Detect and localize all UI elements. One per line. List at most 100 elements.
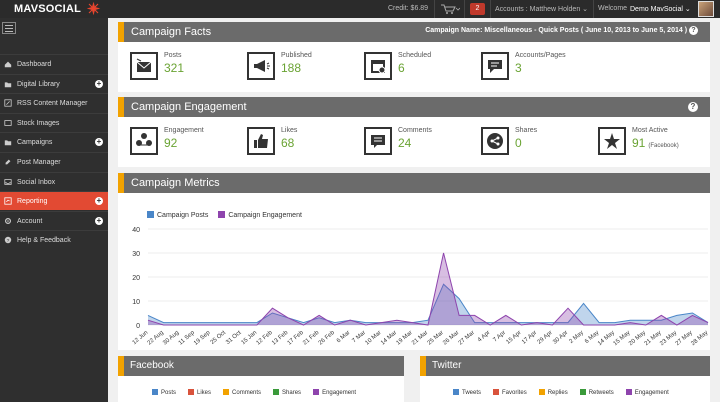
sidebar-item-dashboard[interactable]: Dashboard xyxy=(0,54,108,73)
help-icon: ? xyxy=(4,237,12,244)
legend-item[interactable]: Engagement xyxy=(313,389,356,396)
sidebar-item-digital-library[interactable]: Digital Library + xyxy=(0,73,108,93)
divider xyxy=(490,0,491,18)
sidebar-item-label: Stock Images xyxy=(17,119,60,127)
svg-text:?: ? xyxy=(7,238,10,244)
chevron-down-icon: ⌄ xyxy=(582,6,589,13)
stat-number: 321 xyxy=(164,61,185,75)
x-tick-label: 15 Apr xyxy=(505,330,522,346)
sidebar-item-account[interactable]: Account + xyxy=(0,210,108,230)
x-tick-label: 17 Apr xyxy=(521,330,538,346)
plus-icon[interactable]: + xyxy=(95,215,103,225)
legend-swatch xyxy=(313,389,320,395)
help-icon[interactable]: ? xyxy=(689,26,698,35)
x-tick-label: 19 Mar xyxy=(396,330,414,347)
legend-item[interactable]: Campaign Posts xyxy=(147,211,209,219)
legend-item[interactable]: Comments xyxy=(223,389,261,396)
legend-item[interactable]: Replies xyxy=(538,389,568,396)
sidebar-item-label: Digital Library xyxy=(17,80,60,88)
x-tick-label: 12 Feb xyxy=(256,330,275,347)
stat-icon-box xyxy=(364,52,392,80)
stat-number: 6 xyxy=(398,61,405,75)
rss-icon xyxy=(4,99,12,107)
stat-label: Published xyxy=(281,52,312,59)
campaign-facts-body: Posts 321 Published 188 Scheduled 6 Accounts/P… xyxy=(118,42,710,92)
twitter-panel-body xyxy=(420,376,710,402)
stat-icon-box xyxy=(481,52,509,80)
legend-swatch xyxy=(579,389,586,395)
accounts-dropdown[interactable]: Accounts : Matthew Holden ⌄ xyxy=(495,5,588,13)
sidebar-item-label: Reporting xyxy=(17,198,48,206)
stat-label: Comments xyxy=(398,127,432,134)
stat-number: 68 xyxy=(281,136,295,150)
header-accent xyxy=(118,97,124,117)
x-tick-label: 27 Mar xyxy=(458,330,476,347)
y-tick-label: 30 xyxy=(132,251,140,258)
chart-legend: Campaign Posts Campaign Engagement xyxy=(147,211,312,219)
legend-item[interactable]: Favorites xyxy=(493,389,527,396)
x-tick-label: 10 Mar xyxy=(364,330,382,347)
facebook-panel-header: Facebook xyxy=(118,356,404,376)
twitter-panel-header: Twitter xyxy=(420,356,710,376)
sidebar-item-rss-content-manager[interactable]: RSS Content Manager xyxy=(0,93,108,112)
plus-icon[interactable]: + xyxy=(95,196,103,206)
menu-toggle-icon[interactable] xyxy=(2,22,16,34)
legend-item[interactable]: Shares xyxy=(273,389,301,396)
user-dropdown[interactable]: Demo MavSocial ⌄ xyxy=(630,5,691,13)
logo[interactable]: MAVSOCIAL xyxy=(14,3,81,15)
plus-icon[interactable]: + xyxy=(95,137,103,147)
help-icon[interactable]: ? xyxy=(688,102,698,112)
stat-subtext: (Facebook) xyxy=(648,143,679,149)
cart-icon[interactable] xyxy=(440,4,460,14)
campaign-facts-header: Campaign Facts Campaign Name: Miscellane… xyxy=(118,22,710,42)
facebook-panel-title: Facebook xyxy=(130,360,174,371)
sidebar-item-post-manager[interactable]: Post Manager xyxy=(0,152,108,171)
legend-item[interactable]: Engagement xyxy=(625,389,669,396)
campaign-name-text: Campaign Name: Miscellaneous - Quick Pos… xyxy=(425,27,688,34)
sidebar-item-label: Post Manager xyxy=(17,159,61,166)
sidebar-item-label: Account xyxy=(17,217,43,225)
series-line-1 xyxy=(147,252,709,326)
home-icon xyxy=(4,61,12,68)
twitter-panel-title: Twitter xyxy=(432,360,462,371)
legend-label: Replies xyxy=(547,390,568,396)
x-tick-label: 13 Feb xyxy=(271,330,290,347)
legend-swatch xyxy=(538,389,545,395)
welcome-label: Welcome xyxy=(598,5,628,12)
legend-item[interactable]: Retweets xyxy=(579,389,614,396)
stat-icon-box xyxy=(130,127,158,155)
divider xyxy=(434,0,435,18)
facebook-panel-body xyxy=(118,376,404,402)
legend-swatch xyxy=(152,389,158,395)
plus-icon[interactable]: + xyxy=(95,78,103,88)
stat-number: 3 xyxy=(515,61,522,75)
stat-posts: Posts 321 xyxy=(118,49,228,85)
chat-icon xyxy=(488,60,502,73)
header-accent xyxy=(118,356,124,376)
legend-item[interactable]: Likes xyxy=(188,389,212,396)
legend-label: Retweets xyxy=(588,390,614,396)
x-tick-label: 21 Feb xyxy=(302,330,321,347)
legend-swatch xyxy=(453,389,459,395)
sidebar-item-social-inbox[interactable]: Social Inbox xyxy=(0,171,108,191)
notification-badge[interactable]: 2 xyxy=(470,3,485,15)
legend-label: Campaign Posts xyxy=(157,212,209,219)
x-tick-label: 21 Mar xyxy=(411,330,429,347)
share-icon xyxy=(487,133,503,149)
sidebar-item-campaigns[interactable]: Campaigns + xyxy=(0,132,108,151)
header-accent xyxy=(118,173,124,193)
legend-swatch xyxy=(273,389,280,395)
sidebar-item-reporting[interactable]: Reporting + xyxy=(0,191,108,211)
stat-published: Published 188 xyxy=(235,49,345,85)
legend-item[interactable]: Tweets xyxy=(453,389,481,396)
avatar[interactable] xyxy=(698,1,714,17)
legend-item[interactable]: Campaign Engagement xyxy=(218,211,302,219)
edit-icon xyxy=(5,159,11,165)
sidebar-item-stock-images[interactable]: Stock Images xyxy=(0,112,108,132)
header-accent xyxy=(118,22,124,42)
legend-item[interactable]: Posts xyxy=(152,389,176,396)
sidebar-item-help-feedback[interactable]: ? Help & Feedback xyxy=(0,230,108,249)
legend-label: Likes xyxy=(197,390,212,396)
legend-label: Engagement xyxy=(634,390,669,396)
